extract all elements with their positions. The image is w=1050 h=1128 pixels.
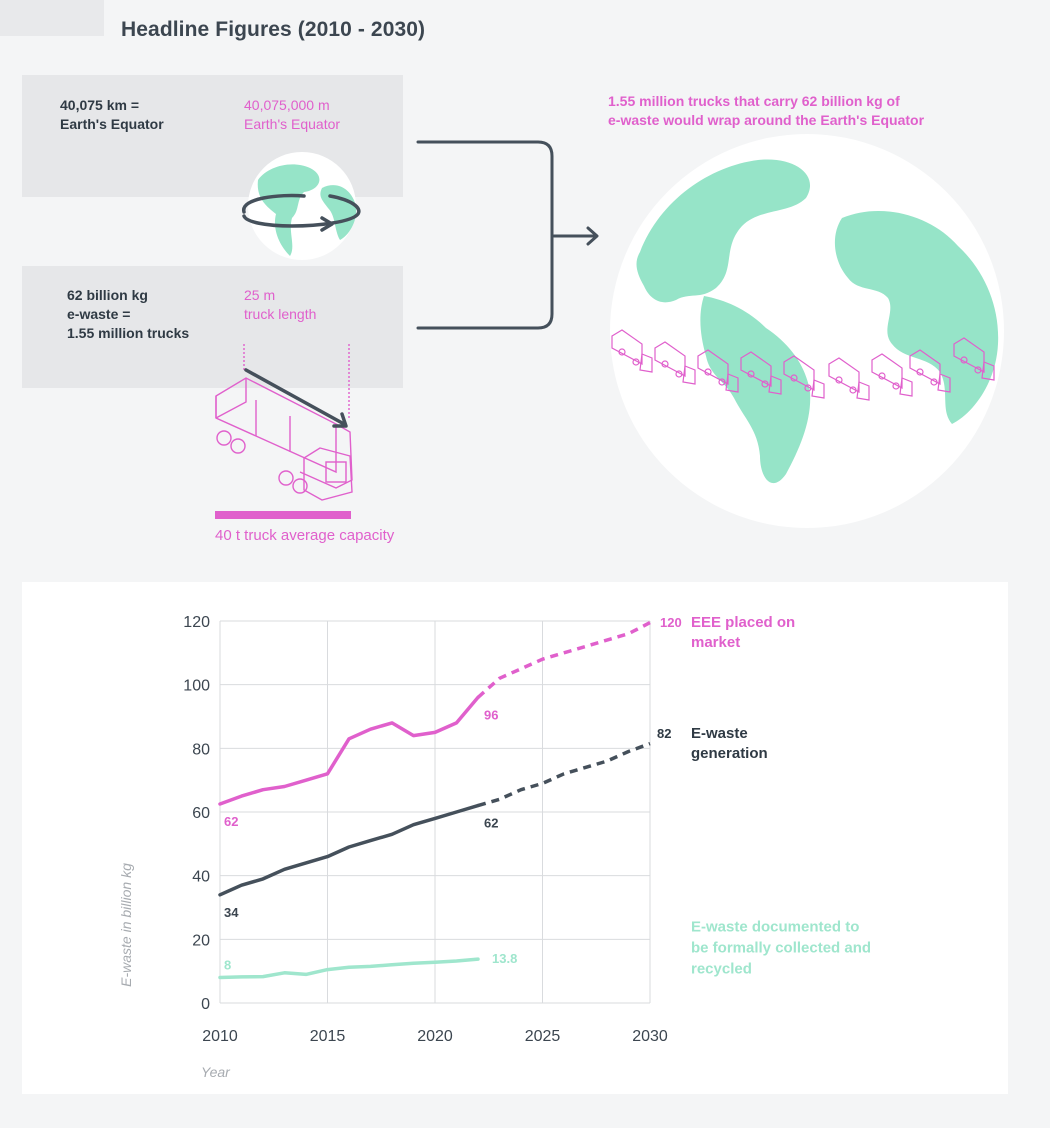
wrap-statement: 1.55 million trucks that carry 62 billio… [608, 92, 924, 130]
infographic-graphics [215, 134, 1004, 528]
equator-truck-row [611, 329, 995, 401]
equator-truck-1-icon [611, 329, 653, 373]
equator-truck-2-icon [654, 341, 696, 385]
equator-km-label: 40,075 km = Earth's Equator [60, 96, 164, 134]
equator-truck-8-icon [909, 349, 951, 393]
truck-length-label: 25 m truck length [244, 286, 316, 324]
truck-capacity-label: 40 t truck average capacity [215, 527, 395, 544]
truck-info-box [22, 266, 403, 388]
equator-m-label: 40,075,000 m Earth's Equator [244, 96, 340, 134]
connector-bracket-icon [416, 140, 599, 330]
page-title: Headline Figures (2010 - 2030) [121, 18, 426, 41]
truck-length-arrow [244, 368, 346, 426]
equator-m-line2: Earth's Equator [244, 116, 341, 132]
equator-truck-4-icon [740, 351, 782, 395]
equator-truck-5-icon [783, 355, 825, 399]
equator-m-line1: 40,075,000 m [244, 97, 330, 113]
equator-truck-3-icon [697, 349, 739, 393]
large-globe-icon [610, 134, 1004, 528]
truck-icon [215, 344, 353, 501]
equator-truck-6-icon [828, 357, 870, 401]
truck-count-line3: 1.55 million trucks [67, 325, 190, 341]
header-tab [0, 0, 104, 36]
small-globe-icon [242, 152, 361, 260]
truck-count-label: 62 billion kg e-waste = 1.55 million tru… [67, 286, 189, 343]
equator-truck-7-icon [871, 353, 913, 397]
chart-panel [22, 582, 1008, 1094]
truck-capacity-bar [215, 511, 351, 519]
truck-length-line1: 25 m [244, 287, 276, 303]
truck-length-line2: truck length [244, 306, 317, 322]
wrap-statement-line2: e-waste would wrap around the Earth's Eq… [608, 112, 925, 128]
equator-km-line2: Earth's Equator [60, 116, 164, 132]
truck-count-line1: 62 billion kg [67, 287, 148, 303]
wrap-statement-line1: 1.55 million trucks that carry 62 billio… [608, 93, 900, 109]
truck-count-line2: e-waste = [67, 306, 131, 322]
equator-km-line1: 40,075 km = [60, 97, 140, 113]
equator-truck-9-icon [953, 337, 995, 381]
